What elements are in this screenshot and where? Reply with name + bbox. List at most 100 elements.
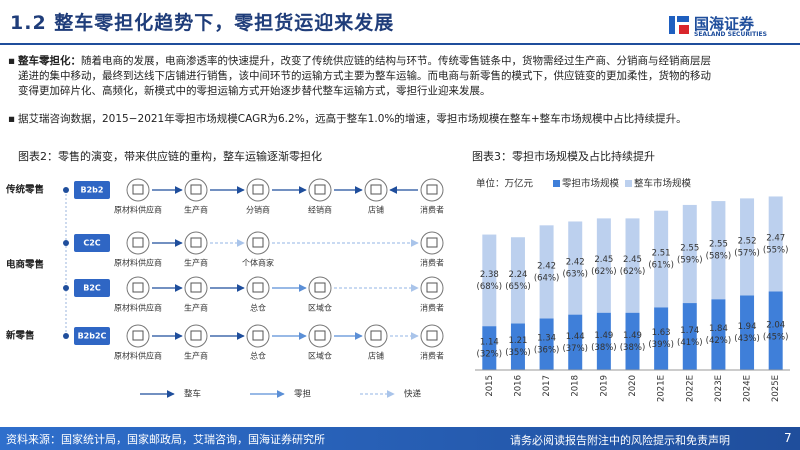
bullet-dot: ▪	[8, 113, 16, 125]
node-glyph	[426, 282, 438, 293]
node-label: 生产商	[184, 258, 208, 268]
title-rule	[0, 43, 800, 45]
share-label: (63%)	[562, 270, 588, 280]
bar-segment	[539, 318, 554, 370]
value-label: 2.55	[709, 240, 728, 250]
node-glyph	[370, 330, 382, 341]
value-label: 1.63	[652, 328, 671, 338]
badge	[74, 327, 110, 345]
page-number: 7	[784, 431, 792, 445]
figure-title: 图表2：零售的演变，带来供应链的重构，整车运输逐渐零担化	[18, 150, 322, 163]
badge	[74, 279, 110, 297]
node-glyph	[190, 184, 202, 195]
value-label: 1.84	[709, 324, 728, 334]
node-icon	[126, 231, 150, 255]
share-label: (68%)	[477, 282, 503, 292]
node-label: 区域仓	[308, 303, 332, 313]
node-glyph	[252, 330, 264, 341]
node-icon	[126, 178, 150, 202]
value-label: 2.45	[594, 255, 613, 265]
value-label: 2.42	[566, 258, 585, 268]
value-label: 2.24	[508, 270, 527, 280]
node-glyph	[314, 282, 326, 293]
bullet-lead: 整车零担化：	[18, 55, 81, 67]
logo-icon	[669, 16, 689, 34]
group-label: 电商零售	[6, 259, 44, 271]
node-icon	[308, 276, 332, 300]
bullet-text: 据艾瑞咨询数据，2015−2021年零担市场规模CAGR为6.2%，远高于整车1…	[18, 113, 687, 125]
value-label: 1.74	[680, 326, 699, 336]
node-label: 店铺	[368, 351, 384, 361]
node-label: 总仓	[250, 303, 266, 313]
share-label: (37%)	[562, 344, 588, 354]
bar-segment	[482, 234, 497, 327]
node-glyph	[132, 330, 144, 341]
x-tick-label: 2017	[542, 375, 552, 397]
x-tick-label: 2022E	[685, 375, 695, 402]
legend-label: 零担	[294, 389, 312, 400]
bullet: ▪ 据艾瑞咨询数据，2015−2021年零担市场规模CAGR为6.2%，远高于整…	[8, 112, 718, 127]
legend-swatch	[553, 180, 560, 187]
share-label: (32%)	[477, 350, 503, 360]
node-glyph	[252, 237, 264, 248]
bar-segment	[625, 312, 640, 370]
node-label: 消费者	[420, 303, 444, 313]
value-label: 2.38	[480, 270, 499, 280]
node-icon	[308, 178, 332, 202]
share-label: (41%)	[677, 338, 703, 348]
node-label: 总仓	[250, 351, 266, 361]
x-tick-label: 2024E	[743, 375, 753, 402]
bar-segment	[596, 218, 611, 313]
bar-segment	[740, 198, 755, 296]
value-label: 2.42	[537, 261, 556, 271]
footer-disclaimer: 请务必阅读报告附注中的风险提示和免责声明	[510, 434, 730, 447]
node-glyph	[314, 330, 326, 341]
bar-segment	[510, 323, 525, 370]
node-icon	[364, 324, 388, 348]
badge-label: C2C	[83, 239, 100, 248]
node-icon	[184, 276, 208, 300]
bar-segment	[654, 210, 669, 308]
value-label: 2.04	[766, 320, 785, 330]
node-glyph	[252, 282, 264, 293]
bar-segment	[768, 291, 783, 370]
node-icon	[184, 178, 208, 202]
node-icon	[184, 231, 208, 255]
badge-dot	[63, 333, 69, 339]
node-label: 区域仓	[308, 351, 332, 361]
node-glyph	[252, 184, 264, 195]
x-tick-label: 2019	[599, 375, 609, 397]
node-glyph	[190, 282, 202, 293]
node-icon	[420, 231, 444, 255]
node-label: 生产商	[184, 205, 208, 215]
node-label: 消费者	[420, 258, 444, 268]
bar-segment	[482, 326, 497, 370]
logo-text: 国海证券	[694, 15, 755, 33]
share-label: (35%)	[505, 348, 531, 358]
bullet-dot: ▪	[8, 55, 16, 67]
bar-segment	[625, 218, 640, 313]
node-label: 原材料供应商	[114, 303, 162, 313]
badge	[74, 234, 110, 252]
node-icon	[184, 324, 208, 348]
node-label: 经销商	[308, 205, 332, 215]
legend-swatch	[625, 180, 632, 187]
node-icon	[246, 276, 270, 300]
bar-segment	[510, 237, 525, 324]
bar-segment	[654, 307, 669, 370]
value-label: 1.21	[508, 336, 527, 346]
legend-label: 零担市场规模	[562, 178, 620, 190]
legend-label: 整车	[184, 389, 201, 400]
x-tick-label: 2016	[513, 375, 523, 397]
node-glyph	[190, 330, 202, 341]
node-icon	[308, 324, 332, 348]
share-label: (62%)	[620, 267, 646, 277]
node-label: 消费者	[420, 205, 444, 215]
x-tick-label: 2023E	[714, 375, 724, 402]
share-label: (58%)	[706, 252, 732, 262]
node-label: 生产商	[184, 351, 208, 361]
share-label: (38%)	[591, 343, 617, 353]
share-label: (39%)	[648, 340, 674, 350]
